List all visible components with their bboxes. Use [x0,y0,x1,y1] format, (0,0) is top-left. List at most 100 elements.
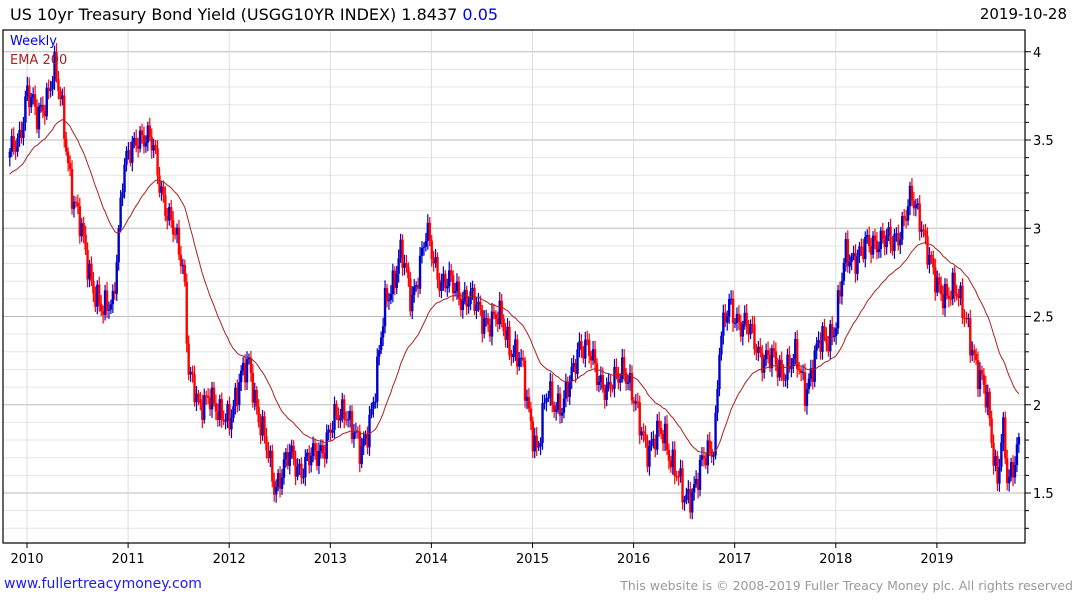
weekly-bar-body [669,460,673,468]
weekly-bar-body [453,291,457,293]
weekly-bar-body [138,130,142,149]
weekly-bar-body [729,298,733,300]
weekly-bar-body [984,384,988,408]
weekly-bar-body [321,445,325,454]
weekly-bar-body [990,418,993,444]
change-value: 0.05 [462,5,499,24]
weekly-bar-body [994,456,997,466]
weekly-bar-body [574,363,577,374]
weekly-bar-body [840,280,844,297]
weekly-bar-body [593,349,597,364]
weekly-bar-body [403,263,406,268]
weekly-bar-body [996,456,999,484]
weekly-bar-body [173,234,177,236]
weekly-bar-body [407,267,410,279]
weekly-bar-body [488,324,492,337]
weekly-bar-body [533,435,536,452]
weekly-bar-body [965,318,968,320]
weekly-bar-body [708,440,711,450]
weekly-bar-body [967,318,970,320]
weekly-bar-body [580,341,583,351]
weekly-bar-body [619,378,622,383]
weekly-bar-body [891,244,894,251]
weekly-bar-body [776,364,779,378]
weekly-bar-body [290,445,293,453]
weekly-bar-body [807,378,811,390]
weekly-bar-body [805,389,809,406]
weekly-bar-body [634,401,638,404]
weekly-bar-body [745,312,748,327]
weekly-bar-body [352,432,356,440]
weekly-bar-body [129,150,132,163]
weekly-bar-body [986,391,989,408]
weekly-bar-body [572,363,575,367]
weekly-bar-body [329,429,332,433]
weekly-bar-body [494,314,498,319]
weekly-bar-body [374,401,377,403]
weekly-bar-body [901,216,904,240]
ema-200-line [9,119,1020,454]
weekly-bar-body [251,372,255,403]
weekly-bar-body [731,298,735,324]
weekly-bar-body [1009,462,1013,478]
weekly-bar-body [88,263,91,280]
weekly-bar-body [335,403,338,415]
weekly-bar-body [376,356,379,402]
weekly-bar-body [284,452,288,460]
weekly-bar-body [885,235,888,248]
weekly-bar-body [385,288,389,302]
weekly-bar-body [22,122,25,139]
weekly-bar-body [158,175,161,193]
weekly-bar-body [238,382,241,406]
weekly-bar-body [389,294,393,300]
weekly-bar-body [239,370,243,383]
weekly-bar-body [249,357,253,373]
weekly-bar-body [216,411,220,420]
weekly-bar-body [838,290,842,297]
weekly-bar-body [862,247,865,259]
weekly-bar-body [259,422,262,436]
weekly-bar-body [961,285,964,319]
weekly-bar-body [947,295,951,299]
weekly-bar-body [980,370,984,375]
weekly-bar-body [55,51,58,79]
weekly-bar-body [146,125,150,143]
weekly-bar-body [169,207,173,220]
weekly-bar-body [937,277,941,285]
weekly-bar-body [53,51,56,82]
weekly-bar-body [103,290,107,315]
weekly-bar-body [969,318,972,356]
weekly-bar-body [562,398,566,413]
weekly-bar-body [846,239,849,267]
weekly-bar-body [922,229,925,231]
weekly-bar-body [867,235,871,247]
weekly-bar-body [206,396,210,398]
weekly-bar-body [420,247,424,256]
weekly-bar-body [364,434,367,439]
weekly-bar-body [222,419,225,422]
weekly-bar-body [844,239,848,263]
weekly-bar-body [323,453,326,459]
weekly-bar-body [1017,436,1021,445]
weekly-bar-body [762,359,766,373]
weekly-bar-body [595,363,599,385]
weekly-bar-body [399,239,402,259]
weekly-bar-body [142,135,146,147]
weekly-bar-body [24,96,27,123]
weekly-bar-body [197,393,200,400]
weekly-bar-body [463,289,466,301]
weekly-bar-body [617,372,620,383]
weekly-bar-body [832,335,836,338]
weekly-bar-body [836,290,840,329]
weekly-bar-body [162,186,165,196]
weekly-bar-body [543,402,546,404]
website-link[interactable]: www.fullertreacymoney.com [4,576,202,592]
weekly-bar-body [603,388,606,400]
weekly-bar-body [131,141,134,163]
weekly-bar-body [133,137,136,142]
weekly-bar-body [611,388,614,390]
weekly-bar-body [887,226,890,236]
weekly-bar-body [638,402,641,436]
weekly-bar-body [51,81,54,90]
weekly-bar-body [796,339,799,369]
